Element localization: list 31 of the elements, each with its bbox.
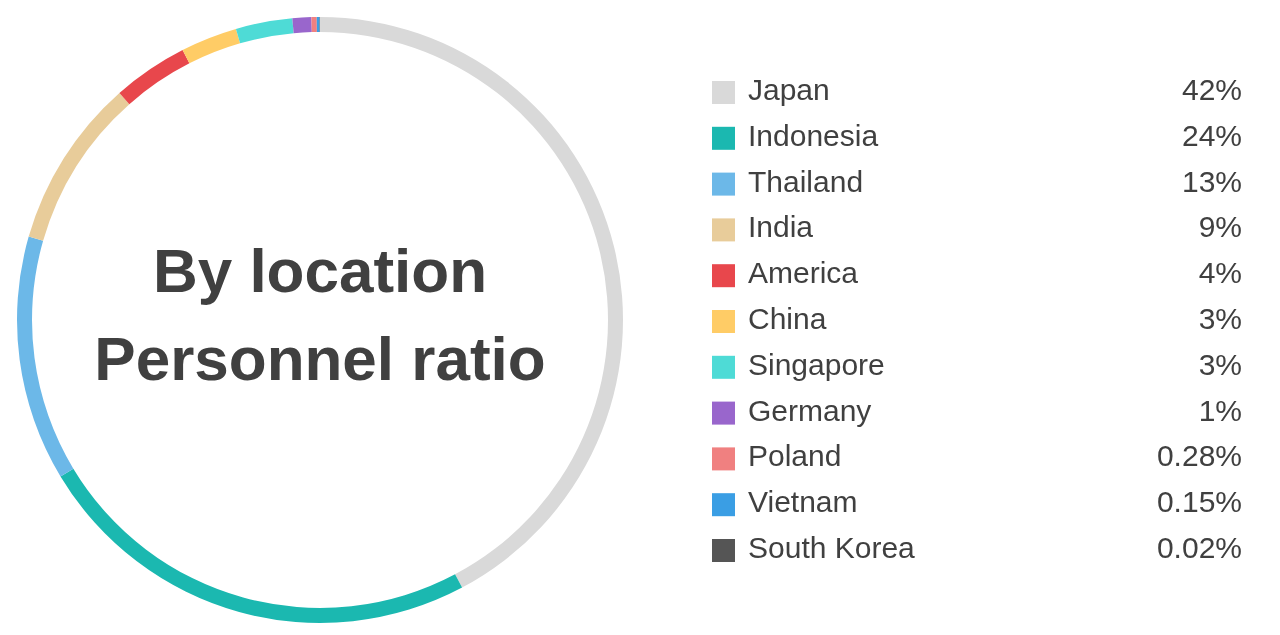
data-label: 24% [1181, 118, 1242, 152]
donut-slice [17, 236, 74, 477]
legend-label: India [748, 210, 814, 244]
donut-slice [28, 92, 130, 241]
legend-label: America [748, 256, 859, 290]
data-label: 1% [1198, 393, 1242, 427]
data-label: 3% [1198, 347, 1242, 381]
data-label: 9% [1198, 210, 1242, 244]
data-label: 0.15% [1156, 485, 1242, 519]
legend-label: Indonesia [748, 118, 879, 152]
data-label: 3% [1198, 301, 1242, 335]
donut-slice [119, 49, 190, 105]
text: By location Personnel ratio [94, 236, 546, 394]
legend-label: South Korea [748, 530, 916, 564]
data-label: 4% [1198, 256, 1242, 290]
donut-slice [311, 17, 317, 33]
donut-slice [235, 18, 294, 44]
data-label: 0.02% [1156, 530, 1242, 564]
data-label: 13% [1181, 164, 1242, 198]
legend-label: China [748, 301, 827, 335]
donut-slice [60, 468, 463, 623]
legend-label: Germany [748, 393, 872, 427]
donut-slice [182, 28, 241, 64]
legend-label: Singapore [748, 347, 885, 381]
legend-label: Poland [748, 439, 842, 473]
legend-label: Japan [748, 72, 830, 106]
legend-label: Vietnam [748, 485, 858, 519]
data-label: 42% [1181, 72, 1242, 106]
data-label: 0.28% [1156, 439, 1242, 473]
legend-label: Thailand [748, 164, 864, 198]
donut-slice [292, 17, 312, 34]
